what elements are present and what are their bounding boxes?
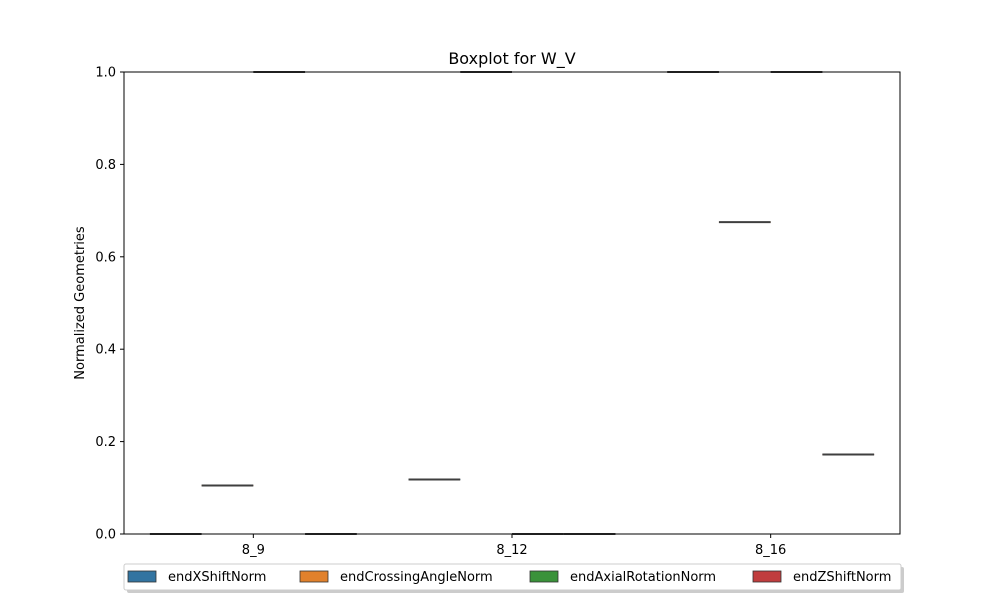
legend: endXShiftNorm endCrossingAngleNorm endAxia… — [123, 563, 904, 593]
y-axis-label: Normalized Geometries — [73, 226, 88, 380]
x-tick-label: 8_12 — [496, 543, 527, 558]
y-tick-label: 0.2 — [95, 435, 116, 450]
y-tick-label: 0.4 — [95, 343, 116, 358]
legend-swatch — [529, 570, 559, 583]
legend-swatch — [127, 570, 157, 583]
chart-title: Boxplot for W_V — [448, 49, 575, 69]
plot-marks — [149, 71, 875, 535]
y-tick-label: 0.0 — [95, 528, 116, 543]
y-tick-label: 0.6 — [95, 250, 116, 265]
legend-swatch — [752, 570, 782, 583]
legend-box — [123, 563, 902, 591]
x-axis: 8_9 8_12 8_16 — [242, 534, 786, 558]
y-tick-label: 1.0 — [95, 66, 116, 81]
x-tick-label: 8_9 — [242, 543, 265, 558]
legend-label: endCrossingAngleNorm — [340, 570, 493, 585]
plot-frame — [123, 71, 901, 535]
y-axis: 0.0 0.2 0.4 0.6 0.8 1.0 — [95, 66, 124, 543]
legend-label: endZShiftNorm — [793, 570, 891, 585]
y-tick-label: 0.8 — [95, 158, 116, 173]
legend-label: endAxialRotationNorm — [570, 570, 716, 585]
legend-label: endXShiftNorm — [168, 570, 266, 585]
x-tick-label: 8_16 — [755, 543, 786, 558]
legend-swatch — [299, 570, 329, 583]
